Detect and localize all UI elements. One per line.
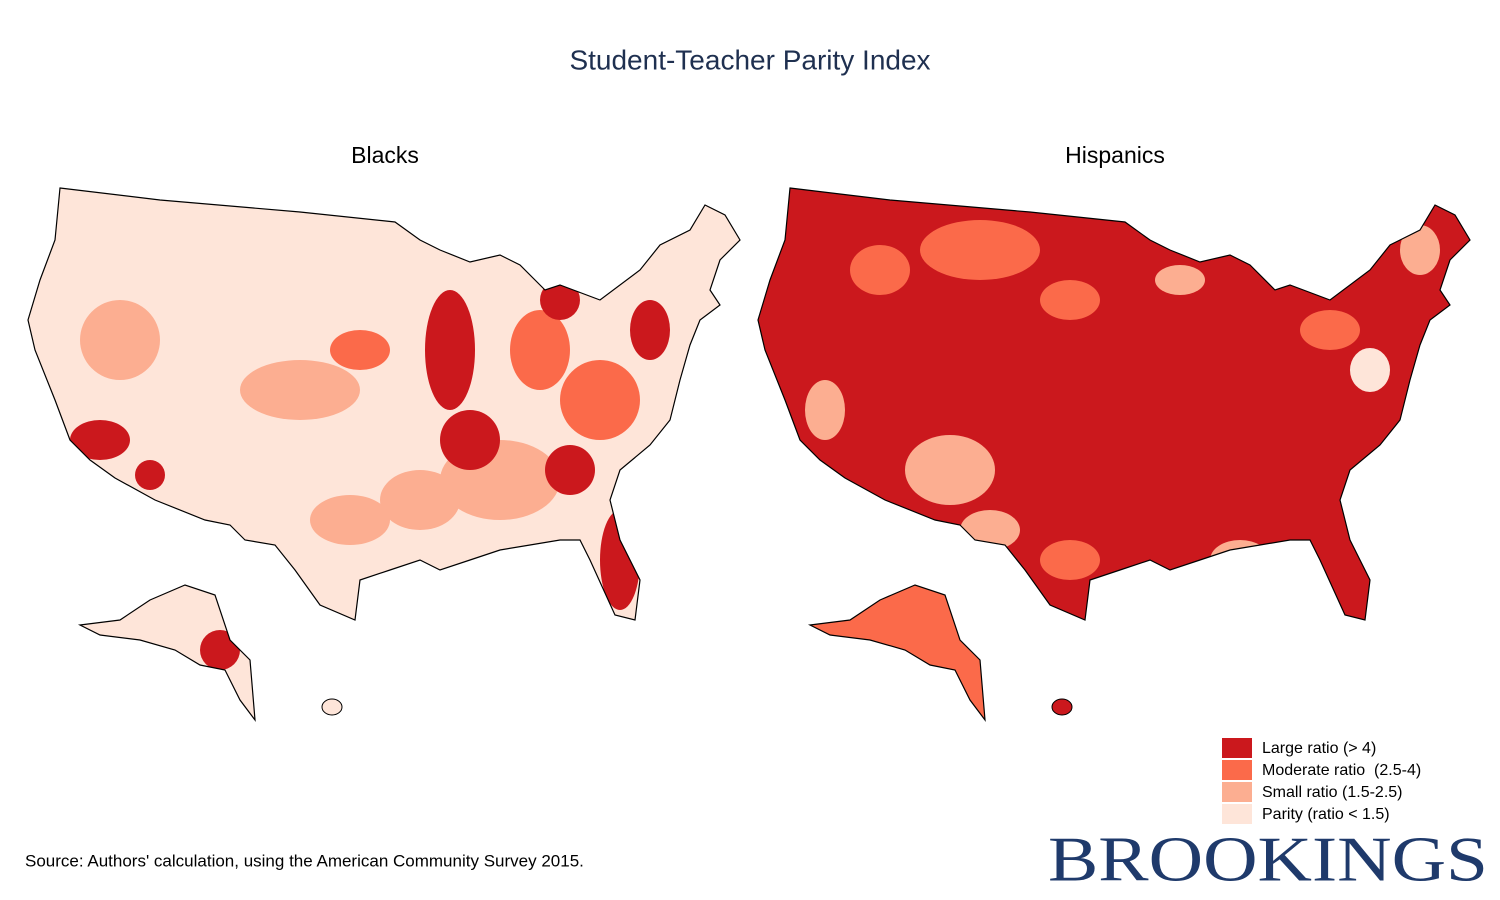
region [920,220,1040,280]
region [135,460,165,490]
region [630,300,670,360]
legend: Large ratio (> 4) Moderate ratio (2.5-4) S… [1222,738,1421,824]
region [1210,540,1270,580]
map-title: Blacks [351,142,419,168]
legend-label: Moderate ratio (2.5-4) [1262,762,1421,779]
legend-swatch [1222,760,1252,780]
region [540,280,580,320]
legend-label: Large ratio (> 4) [1262,740,1376,757]
region [200,630,240,670]
region [545,445,595,495]
legend-swatch [1222,782,1252,802]
legend-swatch [1222,804,1252,824]
region [805,380,845,440]
region [1300,310,1360,350]
region [810,585,985,720]
logo: BROOKINGS [1048,824,1488,895]
region [1051,698,1073,716]
region [560,360,640,440]
region [240,360,360,420]
source-note: Source: Authors' calculation, using the … [25,851,584,870]
region [380,470,460,530]
region [310,495,390,545]
region [80,300,160,380]
region [850,245,910,295]
region [1155,265,1205,295]
legend-swatch [1222,738,1252,758]
map-title: Hispanics [1065,142,1165,168]
legend-label: Parity (ratio < 1.5) [1262,806,1390,823]
region [330,330,390,370]
region [1400,225,1440,275]
map-blacks [27,187,741,721]
region [1040,280,1100,320]
region [425,290,475,410]
region [321,698,343,716]
map-hispanics [757,187,1471,721]
region [70,420,130,460]
region [905,435,995,505]
region [960,510,1020,550]
legend-label: Small ratio (1.5-2.5) [1262,784,1403,801]
page-title: Student-Teacher Parity Index [569,44,930,75]
region [1040,540,1100,580]
region [440,410,500,470]
region [1350,348,1390,392]
region [510,310,570,390]
